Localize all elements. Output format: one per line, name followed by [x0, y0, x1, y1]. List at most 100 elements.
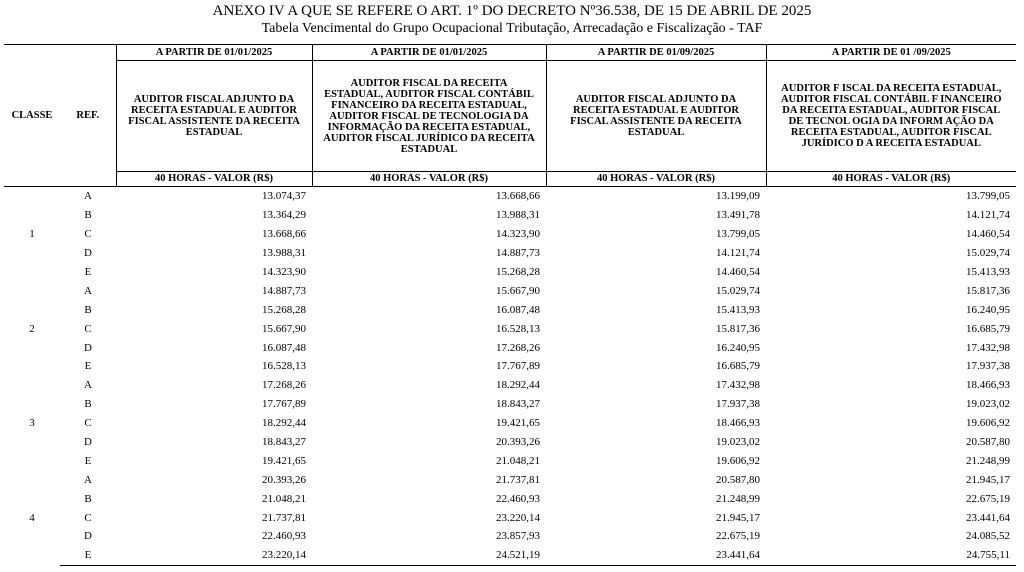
period-header: A PARTIR DE 01 /09/2025 — [765, 44, 1016, 61]
classe-header: CLASSE — [4, 44, 60, 187]
value-cell: 20.587,80 — [716, 473, 760, 486]
value-cell: 13.199,09 — [716, 190, 760, 203]
value-cell: 18.843,27 — [262, 436, 306, 449]
ref-header: REF. — [60, 44, 116, 187]
ref-cell: E — [84, 360, 92, 373]
ref-cell: A — [84, 284, 92, 297]
table-row: 3 A 17.268,26 18.292,44 17.432,98 18.466,93 — [4, 376, 1016, 429]
unit-header: 40 HORAS - VALOR (R$) — [765, 171, 1016, 187]
value-cell: 15.667,90 — [262, 322, 306, 335]
unit-header: 40 HORAS - VALOR (R$) — [311, 171, 546, 187]
value-cell: 19.606,92 — [966, 417, 1010, 430]
value-cell: 19.023,02 — [716, 436, 760, 449]
value-cell: 17.268,26 — [496, 341, 540, 354]
value-cell: 19.421,65 — [496, 417, 540, 430]
value-cell: 13.668,66 — [496, 190, 540, 203]
table-row: C 13.668,66 14.323,90 13.799,05 14.460,54 — [4, 225, 1016, 244]
value-cell: 13.988,31 — [496, 209, 540, 222]
value-cell: 14.460,54 — [966, 228, 1010, 241]
subtitle: Tabela Vencimental do Grupo Ocupacional … — [261, 21, 763, 36]
table-row: C 21.737,81 23.220,14 21.945,17 23.441,64 — [4, 508, 1016, 527]
value-cell: 13.668,66 — [262, 228, 306, 241]
table-row: E 16.528,13 17.767,89 16.685,79 17.937,38 — [4, 357, 1016, 376]
value-cell: 24.085,52 — [966, 530, 1010, 543]
ref-cell: C — [84, 511, 92, 524]
value-cell: 19.421,65 — [262, 454, 306, 467]
period-header: A PARTIR DE 01/09/2025 — [545, 44, 766, 61]
value-cell: 17.432,98 — [966, 341, 1010, 354]
role-header: AUDITOR F ISCAL DA RECEITA ESTADUAL, AUD… — [765, 60, 1016, 172]
table-row: 2 A 14.887,73 15.667,90 15.029,74 15.817,36 — [4, 281, 1016, 335]
ref-cell: B — [84, 303, 92, 316]
value-cell: 15.413,93 — [716, 303, 760, 316]
value-cell: 22.675,19 — [716, 530, 760, 543]
value-cell: 20.393,26 — [262, 473, 306, 486]
value-cell: 22.675,19 — [966, 492, 1010, 505]
value-cell: 16.087,48 — [262, 341, 306, 354]
value-cell: 22.460,93 — [496, 492, 540, 505]
value-cell: 21.048,21 — [262, 492, 306, 505]
table-row: B 17.767,89 18.843,27 17.937,38 19.023,02 — [4, 395, 1016, 414]
value-cell: 17.937,38 — [966, 360, 1010, 373]
unit-header: 40 HORAS - VALOR (R$) — [545, 171, 766, 187]
ref-cell: B — [84, 209, 92, 222]
role-header: AUDITOR FISCAL ADJUNTO DA RECEITA ESTADU… — [545, 60, 766, 172]
ref-cell: D — [84, 436, 92, 449]
value-cell: 14.121,74 — [966, 209, 1010, 222]
value-cell: 16.685,79 — [966, 322, 1010, 335]
value-cell: 21.945,17 — [966, 473, 1010, 486]
value-cell: 15.817,36 — [966, 284, 1010, 297]
table-row: 1 A 13.074,37 13.668,66 13.199,09 13.799,05 — [4, 187, 1016, 240]
value-cell: 14.887,73 — [262, 284, 306, 297]
ref-cell: E — [84, 266, 92, 278]
table-row: 4 A 20.393,26 21.737,81 20.587,80 21.945,17 — [4, 470, 1016, 524]
value-cell: 19.606,92 — [716, 454, 760, 467]
ref-cell: A — [84, 190, 92, 203]
table-row: D 18.843,27 20.393,26 19.023,02 20.587,80 — [4, 433, 1016, 452]
table-row: B 13.364,29 13.988,31 13.491,78 14.121,74 — [4, 206, 1016, 225]
ref-cell: C — [84, 417, 92, 430]
table-header: CLASSE REF. A PARTIR DE 01/01/2025 A PART… — [4, 44, 1016, 187]
class-cell: 4 — [29, 511, 35, 524]
value-cell: 20.587,80 — [966, 436, 1010, 449]
value-cell: 21.737,81 — [262, 511, 306, 524]
ref-cell: B — [84, 398, 92, 411]
value-cell: 15.029,74 — [716, 284, 760, 297]
table-row: E 23.220,14 24.521,19 23.441,64 24.755,11 — [4, 545, 1016, 566]
ref-cell: D — [84, 247, 92, 260]
value-cell: 15.268,28 — [496, 266, 540, 278]
value-cell: 23.441,64 — [546, 545, 766, 566]
value-cell: 23.857,93 — [496, 530, 540, 543]
value-cell: 21.737,81 — [496, 473, 540, 486]
table-row: C 15.667,90 16.528,13 15.817,36 16.685,79 — [4, 319, 1016, 338]
ref-cell: B — [84, 492, 92, 505]
ref-cell: C — [84, 322, 92, 335]
value-cell: 14.887,73 — [496, 247, 540, 260]
value-cell: 17.432,98 — [716, 379, 760, 392]
value-cell: 14.323,90 — [496, 228, 540, 241]
table-row: B 15.268,28 16.087,48 15.413,93 16.240,95 — [4, 300, 1016, 319]
class-cell: 1 — [29, 228, 35, 241]
table-body: 1 A 13.074,37 13.668,66 13.199,09 13.799,05 B 1… — [4, 187, 1016, 566]
value-cell: 13.799,05 — [966, 190, 1010, 203]
value-cell: 23.220,14 — [116, 545, 312, 566]
value-cell: 21.248,99 — [716, 492, 760, 505]
value-cell: 24.521,19 — [312, 545, 546, 566]
table-row: D 16.087,48 17.268,26 16.240,95 17.432,98 — [4, 338, 1016, 357]
ref-cell: D — [84, 530, 92, 543]
title: ANEXO IV A QUE SE REFERE O ART. 1º DO DE… — [212, 3, 812, 19]
ref-cell: E — [60, 545, 116, 566]
value-cell: 16.528,13 — [262, 360, 306, 373]
period-header: A PARTIR DE 01/01/2025 — [311, 44, 546, 61]
value-cell: 18.466,93 — [966, 379, 1010, 392]
value-cell: 17.937,38 — [716, 398, 760, 411]
unit-header: 40 HORAS - VALOR (R$) — [115, 171, 312, 187]
value-cell: 16.240,95 — [716, 341, 760, 354]
ref-cell: D — [84, 341, 92, 354]
role-header: AUDITOR FISCAL DA RECEITA ESTADUAL, AUDI… — [311, 60, 546, 172]
value-cell: 16.528,13 — [496, 322, 540, 335]
value-cell: 14.323,90 — [262, 266, 306, 278]
salary-table: CLASSE REF. A PARTIR DE 01/01/2025 A PART… — [4, 44, 1016, 566]
table-row: D 22.460,93 23.857,93 22.675,19 24.085,52 — [4, 527, 1016, 546]
